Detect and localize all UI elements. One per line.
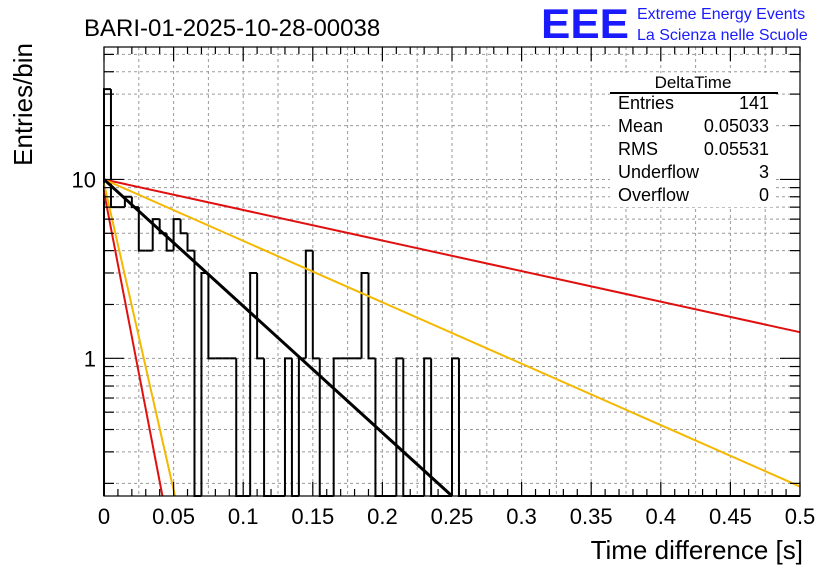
x-tick-label: 0.05 [152, 504, 195, 529]
histogram-bin [360, 271, 369, 359]
y-axis-ticks: 1 10 [72, 53, 800, 484]
x-tick-label: 0.2 [367, 504, 398, 529]
histogram-bin [311, 250, 320, 360]
stats-row-value: 3 [759, 162, 769, 182]
y-tick-label: 10 [72, 167, 96, 192]
stats-row-label: RMS [618, 139, 658, 159]
histogram-bin [151, 218, 160, 251]
histogram-bin [103, 88, 111, 496]
x-tick-label: 0 [98, 504, 110, 529]
x-tick-label: 0.15 [291, 504, 334, 529]
histogram-bin [193, 250, 202, 497]
histogram-bin [395, 357, 404, 496]
histogram-bin [256, 272, 265, 360]
fit-line [103, 191, 164, 497]
fit-line [102, 178, 454, 498]
histogram-bin [430, 358, 439, 497]
x-tick-label: 0.25 [431, 504, 474, 529]
x-tick-label: 0.3 [506, 504, 537, 529]
x-tick-label: 0.45 [709, 504, 752, 529]
eee-logo-line1: Extreme Energy Events [637, 6, 805, 23]
y-tick-label: 1 [84, 346, 96, 371]
histogram-bin [423, 357, 432, 496]
histogram-bin [297, 357, 306, 496]
stats-row-value: 0.05531 [704, 139, 769, 159]
stats-row-value: 0 [759, 185, 769, 205]
eee-logo-line2: La Scienza nelle Scuole [637, 27, 808, 44]
stats-row-label: Underflow [618, 162, 700, 182]
x-tick-label: 0.1 [228, 504, 259, 529]
histogram-bin [263, 358, 272, 497]
histogram-bin [172, 218, 181, 251]
histogram-bin [179, 219, 188, 235]
y-axis-label: Entries/bin [8, 43, 38, 166]
histogram-bin [249, 271, 258, 496]
histogram-bin [457, 358, 466, 497]
x-axis-label: Time difference [s] [591, 535, 803, 565]
stats-row-label: Entries [618, 93, 674, 113]
histogram-bin [137, 207, 146, 252]
stats-row-value: 0.05033 [704, 116, 769, 136]
histogram-bin [165, 233, 174, 252]
fit-line [103, 183, 176, 497]
histogram-bin [304, 249, 313, 359]
histogram-bin [186, 233, 195, 252]
fit-line [103, 178, 801, 488]
x-axis-ticks: 0 0.05 0.1 0.15 0.2 0.25 0.3 0.35 0.4 0.45 0.5 [98, 47, 815, 529]
histogram-bin [235, 358, 244, 497]
stats-box-rows: Entries 141 Mean 0.05033 RMS 0.05531Underflow… [618, 93, 769, 205]
histogram-bin [283, 357, 292, 496]
x-tick-label: 0.5 [785, 504, 816, 529]
x-tick-label: 0.35 [570, 504, 613, 529]
histogram-bin [290, 358, 299, 497]
stats-box-background [610, 73, 776, 207]
stats-row-label: Overflow [618, 185, 690, 205]
eee-logo: EEE Extreme Energy Events La Scienza nel… [541, 0, 808, 47]
histogram-bin [402, 358, 411, 497]
x-tick-label: 0.4 [646, 504, 677, 529]
histogram-bin [332, 357, 341, 496]
fit-line [103, 178, 801, 334]
histogram-bin [451, 357, 459, 496]
histogram-bin [207, 272, 216, 360]
stats-row-value: 141 [739, 93, 769, 113]
stats-row-label: Mean [618, 116, 663, 136]
stats-box-title: DeltaTime [655, 73, 732, 92]
histogram-bin [200, 271, 209, 496]
histogram-bin [367, 272, 376, 360]
eee-logo-mark: EEE [541, 0, 629, 47]
stats-box: DeltaTime Entries 141 Mean 0.05033 RMS 0.0553… [610, 73, 778, 207]
chart-title: BARI-01-2025-10-28-00038 [84, 15, 380, 42]
fit-lines [102, 178, 801, 498]
